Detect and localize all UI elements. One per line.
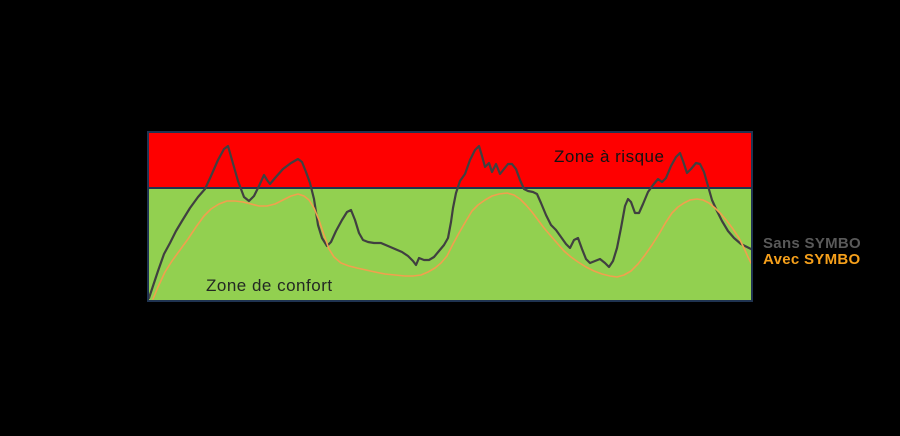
legend: Sans SYMBO Avec SYMBO bbox=[763, 236, 861, 268]
risk-zone-label: Zone à risque bbox=[554, 147, 665, 166]
chart-frame: Zone à risque Zone de confort bbox=[147, 131, 753, 302]
avec-symbo-line bbox=[152, 192, 751, 300]
sans-symbo-line bbox=[149, 144, 751, 300]
comfort-zone bbox=[149, 189, 751, 300]
legend-item-avec-symbo: Avec SYMBO bbox=[763, 251, 861, 268]
legend-item-sans-symbo: Sans SYMBO bbox=[763, 235, 862, 252]
risk-zone bbox=[149, 133, 751, 189]
comfort-zone-label: Zone de confort bbox=[206, 276, 333, 295]
curves-plot bbox=[149, 144, 751, 300]
